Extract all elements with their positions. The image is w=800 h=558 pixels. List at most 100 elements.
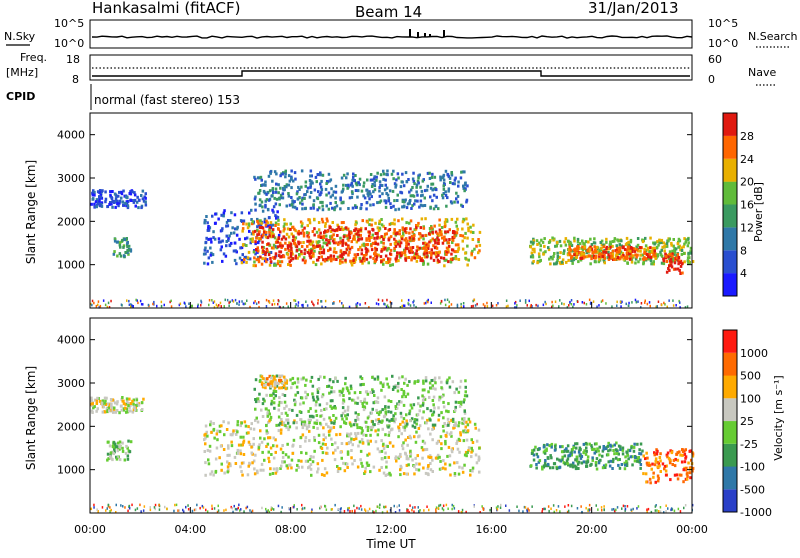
echo-cell — [668, 250, 672, 254]
echo-cell — [362, 184, 365, 188]
echo-cell — [340, 456, 343, 460]
echo-cell — [408, 236, 411, 240]
echo-cell — [467, 258, 470, 262]
echo-cell — [381, 457, 384, 461]
echo-cell — [530, 251, 534, 255]
near-range-echo — [407, 298, 410, 302]
echo-cell — [337, 225, 340, 229]
echo-cell — [453, 391, 456, 395]
echo-cell — [269, 260, 273, 264]
near-range-echo — [626, 505, 629, 508]
echo-cell — [332, 451, 335, 455]
echo-cell — [123, 238, 126, 242]
echo-cell — [399, 185, 403, 189]
echo-cell — [439, 175, 442, 179]
echo-cell — [663, 465, 667, 468]
near-range-echo — [472, 299, 474, 303]
near-range-echo — [621, 507, 623, 510]
echo-cell — [358, 183, 361, 187]
echo-cell — [382, 262, 385, 266]
near-range-echo — [679, 306, 681, 309]
echo-cell — [275, 384, 279, 388]
echo-cell — [670, 260, 673, 264]
echo-cell — [373, 423, 376, 427]
near-range-echo — [201, 504, 204, 508]
echo-cell — [615, 244, 618, 248]
echo-cell — [319, 375, 322, 379]
echo-cell — [405, 241, 408, 245]
echo-cell — [335, 258, 338, 261]
echo-cell — [467, 446, 471, 450]
echo-cell — [241, 227, 245, 231]
echo-cell — [431, 413, 434, 417]
echo-cell — [110, 197, 114, 200]
echo-cell — [629, 249, 632, 253]
echo-cell — [462, 218, 466, 222]
echo-cell — [274, 202, 278, 206]
echo-cell — [345, 183, 348, 187]
near-range-echo — [158, 508, 161, 511]
near-range-echo — [347, 508, 349, 512]
echo-cell — [362, 257, 365, 261]
echo-cell — [204, 442, 207, 446]
echo-cell — [308, 221, 312, 225]
echo-cell — [535, 463, 538, 466]
echo-cell — [371, 183, 374, 186]
echo-cell — [283, 185, 287, 188]
echo-cell — [210, 251, 213, 255]
echo-cell — [635, 245, 638, 249]
near-range-echo — [200, 301, 203, 304]
near-range-echo — [317, 299, 319, 302]
echo-cell — [330, 386, 333, 390]
echo-cell — [456, 194, 460, 198]
near-range-echo — [640, 302, 643, 305]
echo-cell — [659, 470, 662, 473]
echo-cell — [405, 419, 408, 423]
power-y-axis-label: Slant Range [km] — [24, 160, 38, 264]
echo-cell — [235, 262, 238, 266]
echo-cell — [115, 402, 119, 406]
echo-cell — [394, 412, 397, 416]
echo-cell — [258, 226, 262, 230]
echo-cell — [401, 205, 404, 209]
echo-cell — [350, 263, 354, 267]
y-tick-label: 1000 — [57, 259, 85, 272]
echo-cell — [617, 239, 620, 243]
velocity-panel — [90, 374, 695, 514]
echo-cell — [366, 464, 369, 467]
echo-cell — [405, 413, 408, 417]
echo-cell — [464, 425, 467, 429]
echo-cell — [235, 227, 239, 231]
echo-cell — [307, 239, 311, 243]
echo-cell — [415, 468, 418, 471]
echo-cell — [415, 256, 419, 259]
echo-cell — [396, 172, 400, 176]
echo-cell — [563, 462, 567, 466]
echo-cell — [413, 472, 416, 476]
echo-cell — [678, 261, 682, 264]
echo-cell — [380, 240, 383, 244]
echo-cell — [294, 254, 298, 258]
echo-cell — [307, 231, 310, 235]
echo-cell — [582, 442, 586, 446]
near-range-echo — [212, 301, 215, 304]
echo-cell — [308, 218, 311, 222]
echo-cell — [270, 382, 274, 386]
near-range-echo — [406, 508, 408, 511]
near-range-echo — [163, 303, 165, 307]
echo-cell — [418, 409, 421, 413]
near-range-echo — [378, 506, 381, 509]
echo-cell — [393, 199, 396, 203]
near-range-echo — [558, 305, 560, 308]
near-range-echo — [130, 303, 132, 306]
echo-cell — [326, 230, 329, 234]
near-range-echo — [678, 299, 680, 303]
echo-cell — [673, 473, 677, 477]
echo-cell — [387, 410, 390, 414]
near-range-echo — [526, 509, 529, 513]
echo-cell — [348, 236, 352, 239]
echo-cell — [315, 244, 319, 248]
near-range-echo — [543, 507, 545, 511]
noise-sky-label: N.Sky — [4, 30, 36, 43]
echo-cell — [304, 207, 307, 211]
